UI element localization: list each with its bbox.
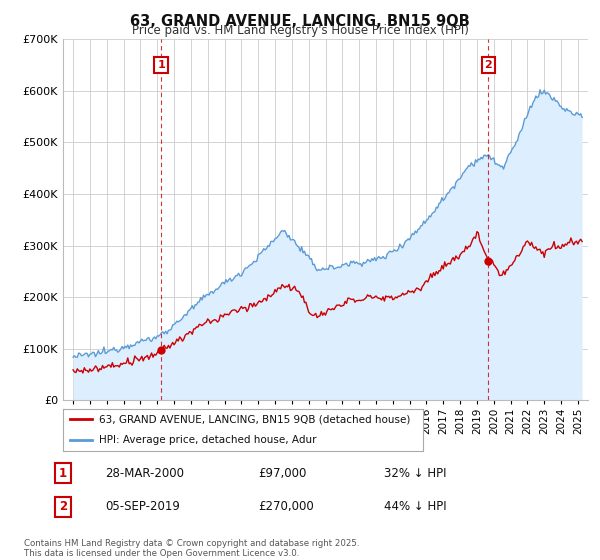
Text: Contains HM Land Registry data © Crown copyright and database right 2025.
This d: Contains HM Land Registry data © Crown c… — [24, 539, 359, 558]
Text: 2: 2 — [59, 500, 67, 514]
Text: Price paid vs. HM Land Registry's House Price Index (HPI): Price paid vs. HM Land Registry's House … — [131, 24, 469, 36]
Text: 44% ↓ HPI: 44% ↓ HPI — [384, 500, 446, 514]
Text: 63, GRAND AVENUE, LANCING, BN15 9QB (detached house): 63, GRAND AVENUE, LANCING, BN15 9QB (det… — [99, 414, 410, 424]
Text: 1: 1 — [59, 466, 67, 480]
Text: £97,000: £97,000 — [258, 466, 307, 480]
Text: 2: 2 — [484, 60, 492, 70]
Text: HPI: Average price, detached house, Adur: HPI: Average price, detached house, Adur — [99, 435, 317, 445]
Text: 05-SEP-2019: 05-SEP-2019 — [105, 500, 180, 514]
Text: 1: 1 — [157, 60, 165, 70]
Text: 28-MAR-2000: 28-MAR-2000 — [105, 466, 184, 480]
Text: 32% ↓ HPI: 32% ↓ HPI — [384, 466, 446, 480]
Text: 63, GRAND AVENUE, LANCING, BN15 9QB: 63, GRAND AVENUE, LANCING, BN15 9QB — [130, 14, 470, 29]
Text: £270,000: £270,000 — [258, 500, 314, 514]
